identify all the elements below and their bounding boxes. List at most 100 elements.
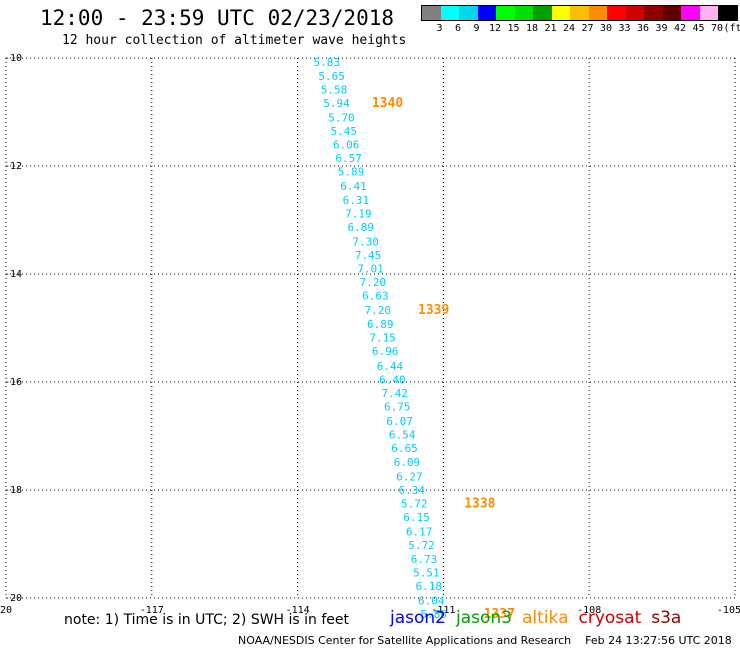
legend-label: (ft) [723,23,740,34]
legend-color-box [570,6,589,20]
legend-label: 33 [618,23,631,34]
legend-color-box [607,6,626,20]
time-label: 1339 [418,303,449,318]
chart-marks: 5.835.655.585.945.705.456.066.575.89 6.41… [314,56,515,622]
swh-value-label: 7.30 [352,236,379,249]
legend-label: 45 [692,23,705,34]
swh-value-label: 5.86 [420,608,447,621]
satellite-legend: jason2 jason3 altika cryosat s3a [390,608,691,628]
swh-value-label: 5.72 [408,539,435,552]
y-tick-label: -12 [4,161,22,172]
y-tick-label: -16 [4,377,22,388]
swh-value-label: 7.42 [382,387,409,400]
legend-color-box [644,6,663,20]
swh-value-label: 6.07 [386,415,413,428]
swh-value-label: 6.17 [406,526,433,539]
legend-color-box [662,6,681,20]
swh-value-label: 5.58 [321,83,348,96]
swh-value-label: 6.27 [396,471,423,484]
legend-label: 18 [525,23,539,34]
swh-value-label: 6.96 [372,345,399,358]
swh-value-label: 6.40 [379,373,406,386]
swh-value-label: 6.89 [367,318,394,331]
swh-value-label: 6.04 [418,595,445,608]
legend-color-box [588,6,607,20]
legend-label: 36 [636,23,650,34]
legend-color-box [496,6,515,20]
legend-label: 12 [488,23,502,34]
legend-label: 15 [507,23,520,34]
footer-credit: NOAA/NESDIS Center for Satellite Applica… [238,634,732,647]
chart-grid [5,57,736,599]
x-tick-label: -114 [286,605,310,616]
swh-value-label: 6.73 [411,553,438,566]
swh-value-label: 6.63 [362,290,389,303]
y-tick-label: -10 [4,53,22,64]
swh-value-label: 6.41 [340,180,367,193]
swh-value-label: 6.65 [391,442,418,455]
satellite-name: cryosat [578,608,642,628]
legend-label: 30 [599,23,613,34]
swh-value-label: 6.54 [389,428,416,441]
swh-value-label: 7.01 [357,263,384,276]
swh-value-label: 6.34 [399,484,426,497]
legend-label: 21 [544,23,557,34]
swh-value-label: 6.57 [335,152,362,165]
legend-color-box [514,6,533,20]
swh-value-label: 5.65 [318,70,345,83]
x-tick-label: -117 [140,605,164,616]
legend-color-box [459,6,478,20]
swh-value-label: 7.19 [345,208,372,221]
swh-value-label: 6.09 [394,456,421,469]
swh-value-label: 6.44 [377,360,404,373]
y-tick-label: -18 [4,485,22,496]
satellite-name: s3a [651,608,682,628]
legend-color-box [625,6,644,20]
swh-value-label: 6.18 [416,580,443,593]
page-title: 12:00 - 23:59 UTC 02/23/2018 [40,6,395,30]
legend-color-box [422,6,441,20]
swh-value-label: 6.31 [343,194,370,207]
legend-label: 9 [473,23,480,34]
units-note: note: 1) Time is in UTC; 2) SWH is in fe… [64,612,350,628]
legend-label: 3 [436,23,443,34]
legend-label: 39 [655,23,668,34]
swh-value-label: 7.20 [360,276,387,289]
swh-value-label: 6.15 [403,511,430,524]
x-tick-label: -105 [717,605,740,616]
swh-value-label: 6.06 [333,138,360,151]
x-tick-label: -108 [577,605,601,616]
legend-label: 6 [454,23,462,34]
page-subtitle: 12 hour collection of altimeter wave hei… [62,33,407,48]
time-label: 1340 [372,96,403,111]
legend-color-box [699,6,718,20]
swh-value-label: 6.89 [348,221,375,234]
swh-value-label: 5.70 [328,111,355,124]
swh-value-label: 5.45 [331,125,358,138]
legend-color-box [477,6,496,20]
legend-color-box [440,6,459,20]
swh-value-label: 5.89 [338,165,365,178]
swh-value-label: 6.75 [384,400,411,413]
swh-value-label: 5.83 [314,56,341,69]
y-tick-label: -20 [4,593,22,604]
y-tick-label: -14 [4,269,22,280]
legend-color-box [551,6,570,20]
legend-label: 70 [710,23,724,34]
swh-value-label: 5.94 [323,97,350,110]
legend-color-box [681,6,700,20]
satellite-name: altika [522,608,569,628]
swh-value-label: 5.51 [413,567,440,580]
satellite-name: jason3 [456,608,512,628]
x-tick-label: -120 [0,605,12,616]
legend-label: 27 [581,23,594,34]
swh-value-label: 7.20 [365,304,392,317]
legend-color-box [718,6,737,20]
legend-label: 42 [673,23,687,34]
legend-color-box [533,6,552,20]
satellite-name: jason2 [390,608,446,628]
time-label: 1337 [484,607,515,622]
